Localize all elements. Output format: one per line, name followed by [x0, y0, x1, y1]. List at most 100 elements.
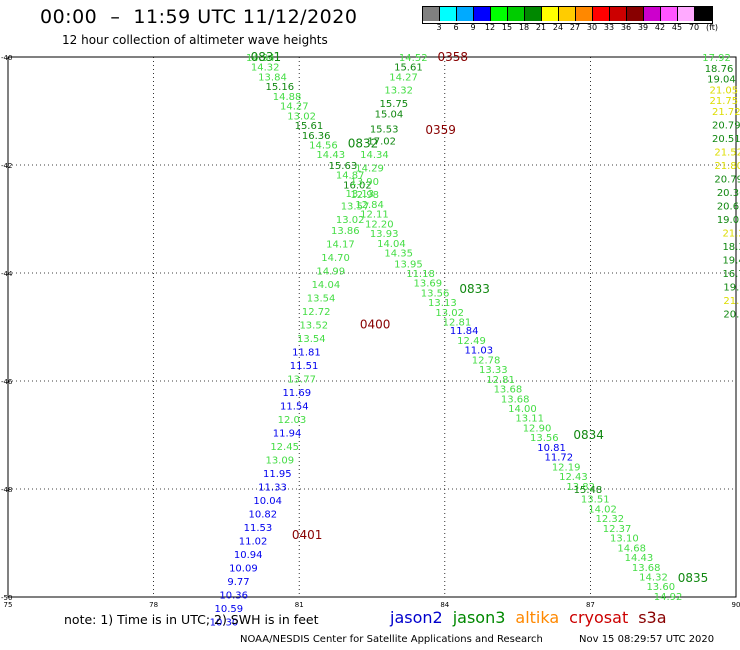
swh-value: 12.78 [472, 355, 501, 366]
legend-label: 15 [501, 23, 513, 32]
swh-value: 12.84 [355, 200, 384, 211]
swh-value: 20.51 [712, 134, 740, 145]
swh-value: 15.61 [394, 63, 423, 74]
swh-value: 20.79 [714, 175, 740, 186]
swh-value: 13.13 [346, 189, 375, 200]
swh-value: 12.19 [552, 462, 581, 473]
swh-value: 12.20 [365, 219, 394, 230]
legend-swatch [678, 7, 695, 21]
lon-tick-label: 78 [149, 601, 158, 609]
swh-value: 17.02 [367, 137, 396, 148]
pass-time-labels: 0831 0358 0359 0832 0833 0400 0834 0401 0835 [251, 50, 709, 585]
legend-label: 45 [671, 23, 683, 32]
swh-value: 21.1 [723, 296, 740, 307]
swh-value: 13.90 [350, 177, 379, 188]
swh-value: 12.11 [360, 210, 389, 221]
swh-value: 13.68 [494, 385, 523, 396]
swh-value: 10.30 [210, 617, 239, 628]
swh-value: 15.61 [295, 121, 324, 132]
swh-value: 11.54 [280, 401, 309, 412]
swh-value: 13.09 [265, 455, 294, 466]
legend-label: 36 [620, 23, 632, 32]
map-frame [7, 56, 737, 598]
legend-label: 42 [654, 23, 666, 32]
swh-value: 14.99 [316, 266, 345, 277]
swh-value: 13.54 [307, 293, 336, 304]
swh-value: 12.81 [486, 375, 515, 386]
swh-value: 15.63 [329, 161, 358, 172]
lon-tick-label: 81 [295, 601, 304, 609]
swh-value: 14.29 [355, 164, 384, 175]
swh-value: 12.32 [595, 514, 624, 525]
swh-value: 20.62 [717, 202, 740, 213]
swh-value: 13.33 [479, 365, 508, 376]
pass-time-label: 0359 [425, 123, 456, 137]
swh-value: 13.32 [384, 85, 413, 96]
swh-value: 14.35 [384, 248, 413, 259]
lat-tick-label: -40 [1, 54, 12, 62]
pass-time-label: 0835 [678, 571, 709, 585]
lat-tick-label: -48 [1, 486, 12, 494]
swh-value: 16.02 [343, 180, 372, 191]
swh-value: 21.2 [722, 229, 740, 240]
legend-label: 39 [637, 23, 649, 32]
lon-tick-label: 75 [4, 601, 13, 609]
axis-ticks: 75 78 81 84 87 90 -40 -42 -44 -46 -48 -50 [1, 54, 740, 609]
swh-value: 19.4 [722, 256, 740, 267]
swh-value: 15.53 [370, 124, 399, 135]
legend-label: 70 [688, 23, 700, 32]
units-note: note: 1) Time is in UTC; 2) SWH is in fe… [64, 612, 319, 627]
swh-value: 18.3 [722, 242, 740, 253]
swh-value: 13.86 [331, 226, 360, 237]
pass-time-label: 0833 [459, 282, 490, 296]
swh-value: 11.33 [258, 482, 287, 493]
legend-swatch [508, 7, 525, 21]
legend-swatch [542, 7, 559, 21]
lat-tick-label: -42 [1, 162, 12, 170]
swh-value: 10.94 [234, 550, 263, 561]
swh-value: 11.81 [292, 347, 321, 358]
credit-text: NOAA/NESDIS Center for Satellite Applica… [240, 634, 543, 645]
swh-value: 13.02 [287, 111, 316, 122]
swh-value: 13.10 [610, 534, 639, 545]
swh-value: 13.68 [501, 394, 530, 405]
satellite-jason2-label: jason2 [390, 608, 443, 627]
swh-value: 10.04 [253, 496, 282, 507]
swh-value: 13.68 [632, 563, 661, 574]
lat-tick-label: -46 [1, 378, 13, 386]
swh-value: 10.59 [215, 604, 244, 615]
pass-time-label: 0400 [360, 317, 391, 331]
swh-value: 13.60 [646, 582, 675, 593]
lon-tick-label: 90 [732, 601, 740, 609]
swh-value: 17.92 [702, 53, 731, 64]
color-legend [422, 6, 713, 24]
swh-value: 13.51 [581, 495, 610, 506]
swh-value: 14.04 [312, 280, 341, 291]
legend-swatch [423, 7, 440, 21]
swh-value: 13.54 [297, 334, 326, 345]
swh-value: 13.02 [336, 215, 365, 226]
legend-label: 12 [484, 23, 496, 32]
swh-value: 12.81 [443, 318, 472, 329]
swh-value: 14.87 [336, 171, 365, 182]
swh-value: 13.77 [287, 374, 316, 385]
swh-value: 13.93 [370, 229, 399, 240]
legend-swatch [474, 7, 491, 21]
pass-time-label: 0832 [348, 136, 379, 150]
legend-label: 27 [569, 23, 581, 32]
swh-value: 11.95 [263, 469, 292, 480]
swh-value: 14.27 [280, 102, 309, 113]
swh-value: 11.02 [239, 536, 268, 547]
satellite-jason3-label: jason3 [452, 608, 506, 627]
legend-swatch [627, 7, 644, 21]
swh-value: 10.36 [219, 590, 248, 601]
swh-value: 14.04 [377, 239, 406, 250]
legend-swatch [610, 7, 627, 21]
legend-label: 18 [518, 23, 530, 32]
swh-value: 11.51 [290, 361, 319, 372]
swh-value: 15.48 [574, 485, 603, 496]
swh-value: 14.43 [625, 553, 654, 564]
legend-label: 21 [535, 23, 547, 32]
swh-value: 21.72 [712, 107, 740, 118]
graticule [8, 57, 736, 597]
